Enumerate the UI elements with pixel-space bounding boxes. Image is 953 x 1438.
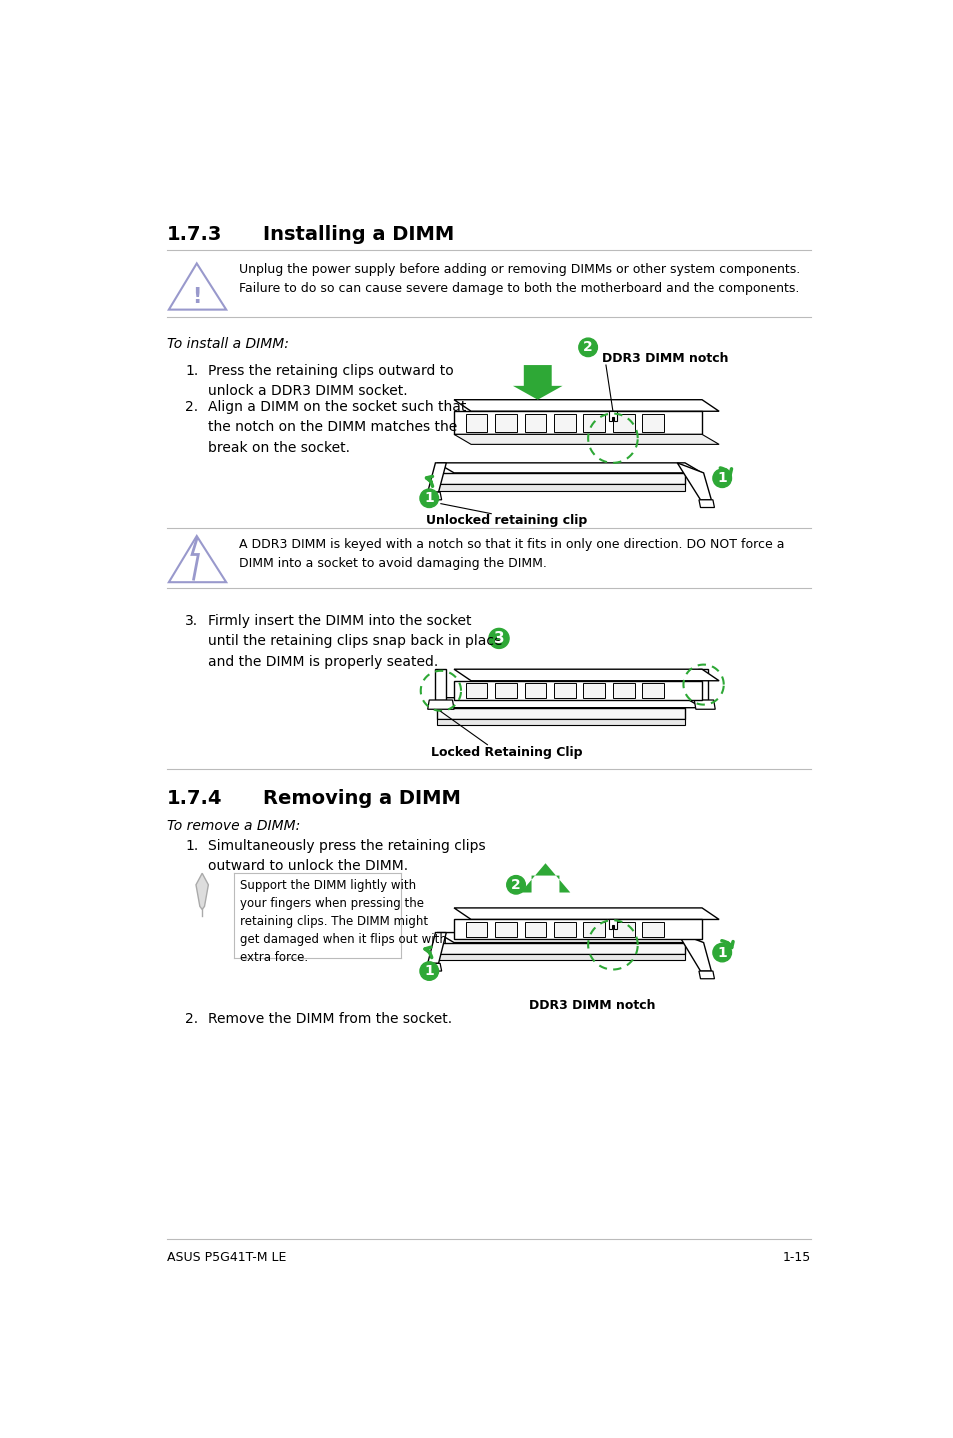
- Circle shape: [712, 943, 731, 962]
- Text: DDR3 DIMM notch: DDR3 DIMM notch: [528, 999, 655, 1012]
- Circle shape: [712, 469, 731, 487]
- Text: Align a DIMM on the socket such that
the notch on the DIMM matches the
break on : Align a DIMM on the socket such that the…: [208, 400, 466, 454]
- Polygon shape: [427, 463, 446, 492]
- Text: To remove a DIMM:: To remove a DIMM:: [167, 820, 300, 834]
- Polygon shape: [583, 922, 604, 938]
- Polygon shape: [677, 463, 711, 500]
- Polygon shape: [495, 414, 517, 431]
- Polygon shape: [513, 365, 562, 400]
- Polygon shape: [641, 414, 663, 431]
- Circle shape: [419, 962, 438, 981]
- Polygon shape: [554, 922, 575, 938]
- Polygon shape: [436, 485, 684, 490]
- Text: Simultaneously press the retaining clips
outward to unlock the DIMM.: Simultaneously press the retaining clips…: [208, 838, 485, 873]
- Polygon shape: [436, 953, 684, 961]
- Polygon shape: [520, 863, 570, 893]
- Polygon shape: [465, 414, 487, 431]
- Polygon shape: [608, 411, 617, 421]
- Polygon shape: [454, 411, 701, 434]
- Polygon shape: [524, 414, 546, 431]
- Circle shape: [419, 489, 438, 508]
- Polygon shape: [495, 683, 517, 697]
- Text: 1.: 1.: [185, 364, 198, 378]
- Text: Firmly insert the DIMM into the socket
until the retaining clips snap back in pl: Firmly insert the DIMM into the socket u…: [208, 614, 502, 669]
- Polygon shape: [454, 434, 719, 444]
- Polygon shape: [436, 933, 701, 942]
- Polygon shape: [495, 922, 517, 938]
- Text: 1.7.4: 1.7.4: [167, 788, 223, 808]
- Polygon shape: [454, 669, 719, 680]
- Polygon shape: [465, 683, 487, 697]
- Polygon shape: [436, 697, 701, 707]
- Text: Support the DIMM lightly with
your fingers when pressing the
retaining clips. Th: Support the DIMM lightly with your finge…: [240, 880, 447, 965]
- Text: 1: 1: [424, 492, 434, 505]
- Text: 3.: 3.: [185, 614, 198, 628]
- Polygon shape: [436, 707, 684, 719]
- Polygon shape: [583, 414, 604, 431]
- Text: Press the retaining clips outward to
unlock a DDR3 DIMM socket.: Press the retaining clips outward to unl…: [208, 364, 454, 398]
- Polygon shape: [436, 719, 684, 725]
- Text: 1.7.3: 1.7.3: [167, 224, 222, 244]
- Polygon shape: [436, 463, 701, 473]
- Polygon shape: [612, 922, 634, 938]
- Polygon shape: [641, 683, 663, 697]
- Polygon shape: [612, 683, 634, 697]
- Text: 2: 2: [511, 877, 520, 892]
- Text: Remove the DIMM from the socket.: Remove the DIMM from the socket.: [208, 1012, 452, 1025]
- Text: 1: 1: [717, 472, 726, 485]
- Text: 2.: 2.: [185, 1012, 198, 1025]
- Circle shape: [506, 876, 525, 894]
- Text: 1-15: 1-15: [781, 1251, 810, 1264]
- Polygon shape: [554, 683, 575, 697]
- Polygon shape: [424, 492, 441, 500]
- Text: ASUS P5G41T-M LE: ASUS P5G41T-M LE: [167, 1251, 286, 1264]
- Circle shape: [578, 338, 597, 357]
- Polygon shape: [524, 922, 546, 938]
- Polygon shape: [454, 919, 701, 939]
- Polygon shape: [612, 414, 634, 431]
- Polygon shape: [583, 683, 604, 697]
- Circle shape: [488, 628, 509, 649]
- Text: Installing a DIMM: Installing a DIMM: [262, 224, 454, 244]
- Polygon shape: [465, 922, 487, 938]
- Polygon shape: [699, 971, 714, 979]
- Text: To install a DIMM:: To install a DIMM:: [167, 336, 289, 351]
- Text: A DDR3 DIMM is keyed with a notch so that it fits in only one direction. DO NOT : A DDR3 DIMM is keyed with a notch so tha…: [239, 538, 784, 569]
- Polygon shape: [195, 873, 208, 909]
- Polygon shape: [641, 922, 663, 938]
- Polygon shape: [436, 942, 684, 953]
- Text: Unplug the power supply before adding or removing DIMMs or other system componen: Unplug the power supply before adding or…: [239, 263, 800, 295]
- Polygon shape: [454, 907, 719, 919]
- Polygon shape: [424, 963, 441, 971]
- Text: DDR3 DIMM notch: DDR3 DIMM notch: [601, 352, 728, 365]
- Text: 1: 1: [424, 963, 434, 978]
- Text: 3: 3: [493, 631, 504, 646]
- Polygon shape: [524, 683, 546, 697]
- Text: 2.: 2.: [185, 400, 198, 414]
- Text: 1: 1: [717, 946, 726, 959]
- Text: Locked Retaining Clip: Locked Retaining Clip: [431, 746, 582, 759]
- Polygon shape: [608, 919, 617, 929]
- Text: 1.: 1.: [185, 838, 198, 853]
- Text: 2: 2: [582, 341, 593, 354]
- Text: Unlocked retaining clip: Unlocked retaining clip: [426, 513, 587, 526]
- Text: !: !: [192, 286, 201, 306]
- Polygon shape: [427, 933, 446, 963]
- Polygon shape: [436, 473, 684, 485]
- Polygon shape: [427, 700, 454, 709]
- Polygon shape: [454, 400, 719, 411]
- Polygon shape: [677, 933, 711, 971]
- Polygon shape: [554, 414, 575, 431]
- Polygon shape: [699, 500, 714, 508]
- Polygon shape: [698, 669, 707, 700]
- Polygon shape: [454, 680, 701, 700]
- Polygon shape: [435, 669, 446, 700]
- Text: Removing a DIMM: Removing a DIMM: [262, 788, 460, 808]
- Polygon shape: [694, 700, 715, 709]
